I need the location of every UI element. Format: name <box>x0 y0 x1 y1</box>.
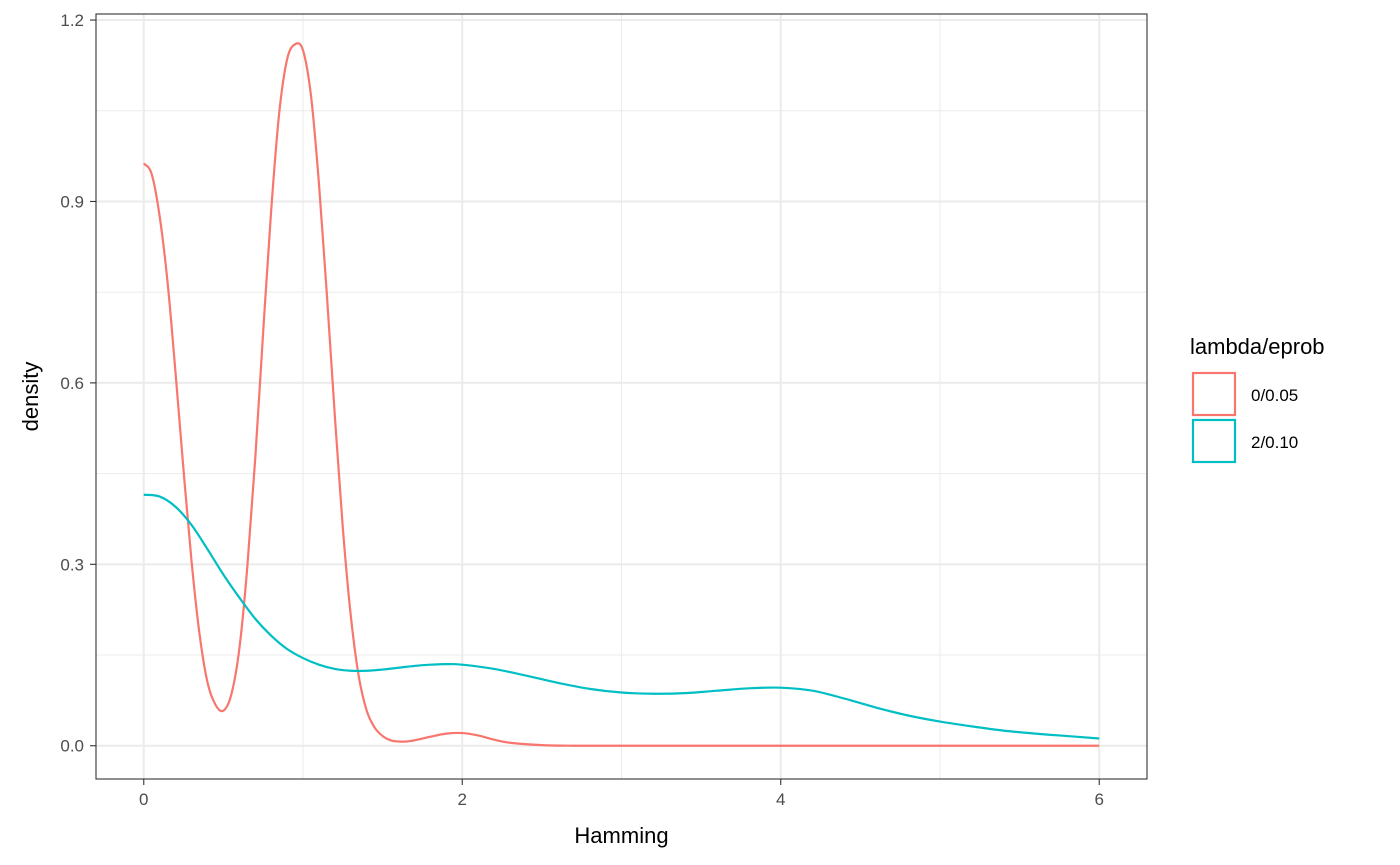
y-tick-label: 0.6 <box>60 374 84 393</box>
legend-label-1: 0/0.05 <box>1251 386 1298 405</box>
y-tick-label: 0.9 <box>60 192 84 211</box>
x-tick-label: 4 <box>776 790 785 809</box>
y-tick-label: 1.2 <box>60 11 84 30</box>
series-line-2 <box>143 493 1100 740</box>
panel-border <box>95 13 1148 780</box>
x-axis-title: Hamming <box>574 823 668 848</box>
x-axis-ticks: 0 2 4 6 <box>139 779 1104 809</box>
series-lines <box>142 42 1100 747</box>
legend-title: lambda/eprob <box>1190 334 1325 359</box>
legend: lambda/eprob 0/0.05 2/0.10 <box>1190 334 1325 464</box>
y-axis-ticks: 0.0 0.3 0.6 0.9 1.2 <box>60 11 96 756</box>
y-tick-label: 0.3 <box>60 555 84 574</box>
series-line-1 <box>142 42 1100 747</box>
x-tick-label: 0 <box>139 790 148 809</box>
legend-key-2 <box>1191 418 1237 464</box>
x-tick-label: 2 <box>458 790 467 809</box>
x-tick-label: 6 <box>1094 790 1103 809</box>
y-axis-title: density <box>18 362 43 432</box>
minor-gridlines <box>96 14 1147 779</box>
legend-key-1 <box>1191 371 1237 417</box>
major-gridlines <box>96 14 1147 779</box>
legend-label-2: 2/0.10 <box>1251 433 1298 452</box>
y-tick-label: 0.0 <box>60 737 84 756</box>
